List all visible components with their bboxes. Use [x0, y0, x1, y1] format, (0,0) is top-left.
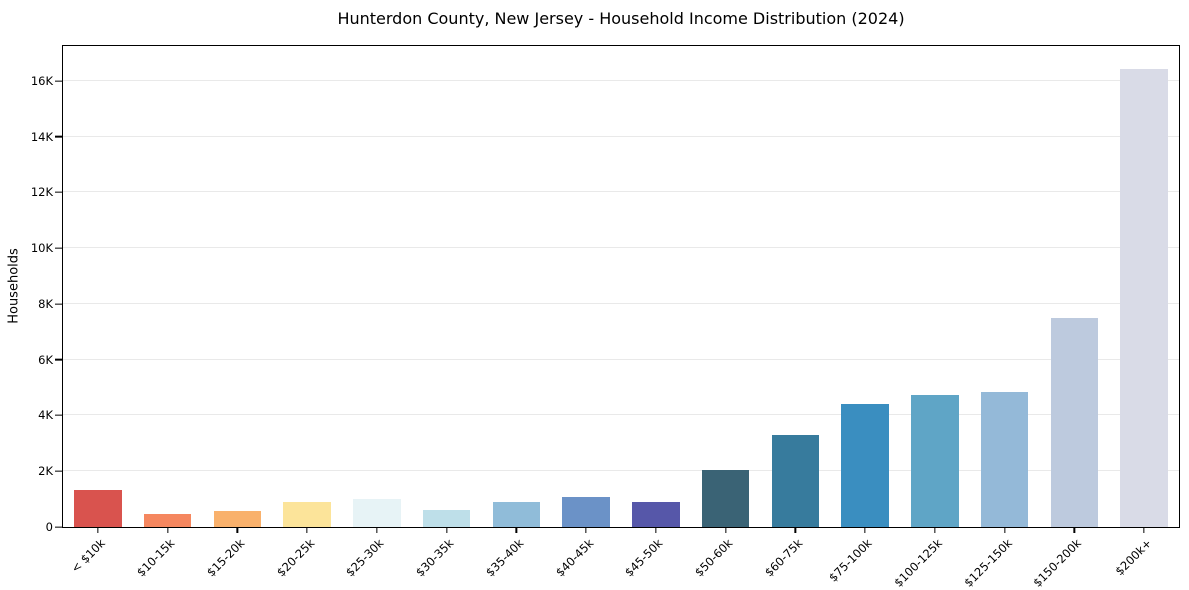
y-tick-mark — [54, 191, 62, 194]
x-tick-label: $150-200k — [1030, 536, 1085, 590]
y-axis-label: Households — [6, 248, 22, 324]
y-tick-label: 12K — [30, 185, 53, 200]
bar-slot — [761, 46, 831, 527]
y-tick-mark — [54, 135, 62, 138]
gridline — [63, 79, 1179, 81]
y-tick-mark — [54, 247, 62, 249]
bar-slot — [63, 46, 133, 527]
x-tick-label: $60-75k — [761, 536, 806, 580]
x-tick-label: $40-45k — [552, 536, 597, 580]
bar-slot — [482, 46, 552, 527]
grid-layer — [63, 46, 1179, 527]
x-tick-mark — [1143, 527, 1145, 533]
x-axis-ticks: < $10k $10-15k $15-20k $20-25k $25-30k $30-35… — [63, 46, 1179, 590]
x-tick-mark — [515, 527, 518, 533]
bar-$200k+ — [1120, 68, 1168, 527]
bar-$15-20k — [213, 511, 262, 527]
y-tick-mark — [54, 414, 62, 417]
bar-$100-125k — [911, 394, 959, 527]
x-tick-mark — [97, 527, 99, 533]
x-tick-label: $75-100k — [826, 536, 876, 585]
x-tick-mark — [376, 527, 378, 533]
x-tick-label: $100-125k — [891, 536, 945, 590]
bars-layer — [63, 46, 1179, 527]
bar-slot — [412, 46, 482, 527]
bar-slot — [1109, 46, 1179, 527]
x-tick-label: $30-35k — [413, 536, 457, 580]
bar-$50-60k — [701, 470, 750, 527]
x-tick-label: $50-60k — [692, 536, 736, 580]
x-tick-mark — [1073, 527, 1076, 533]
chart-title: Hunterdon County, New Jersey - Household… — [337, 9, 905, 28]
bar-$60-75k — [771, 434, 820, 527]
gridline — [63, 414, 1179, 416]
y-tick-label: 8K — [38, 296, 53, 311]
bar-slot — [342, 46, 412, 527]
y-tick-label: 14K — [30, 129, 53, 144]
y-tick-label: 6K — [38, 352, 53, 367]
bar-slot — [272, 46, 342, 527]
plot-area: 0 2K 4K 6K 8K 10K 12K 14K 16K < $10k $10-15k $15-2… — [31, 45, 1180, 590]
y-tick-label: 4K — [38, 408, 53, 423]
gridline — [63, 302, 1179, 304]
x-tick-label: $45-50k — [622, 536, 666, 580]
x-tick-mark — [445, 527, 448, 533]
y-tick-mark — [54, 359, 62, 361]
bar-slot — [621, 46, 691, 527]
bar-slot — [900, 46, 970, 527]
bar-slot — [1040, 46, 1110, 527]
bar-$75-100k — [841, 403, 889, 527]
x-tick-label: $125-150k — [960, 536, 1015, 590]
y-tick-mark — [54, 303, 62, 305]
bar-slot — [970, 46, 1040, 527]
bar-slot — [691, 46, 761, 527]
bar-$35-40k — [492, 502, 541, 527]
bar-$45-50k — [632, 502, 680, 527]
gridline — [63, 470, 1179, 472]
x-tick-mark — [585, 527, 587, 533]
x-tick-mark — [306, 527, 308, 533]
x-tick-mark — [934, 527, 936, 533]
x-tick-mark — [724, 527, 727, 533]
x-tick-label: $200k+ — [1111, 536, 1155, 579]
bar-slot — [830, 46, 900, 527]
bar-$150-200k — [1050, 317, 1099, 527]
y-tick-label: 16K — [30, 73, 53, 88]
y-tick-label: 10K — [30, 241, 53, 256]
bar-$10-15k — [143, 513, 192, 527]
gridline — [63, 135, 1179, 137]
bar-$25-30k — [353, 498, 401, 527]
y-tick-mark — [54, 526, 62, 528]
x-tick-mark — [236, 527, 239, 533]
bar-$20-25k — [283, 501, 331, 527]
y-tick-mark — [54, 470, 62, 472]
bar-$40-45k — [562, 497, 610, 527]
x-tick-label: $20-25k — [273, 536, 318, 580]
x-tick-mark — [166, 527, 169, 533]
y-tick-mark — [54, 80, 62, 82]
x-tick-mark — [864, 527, 866, 533]
y-tick-label: 0 — [45, 520, 53, 534]
x-tick-mark — [1003, 527, 1006, 533]
gridline — [63, 247, 1179, 249]
x-tick-label: $35-40k — [482, 536, 527, 580]
x-tick-label: $25-30k — [343, 536, 387, 580]
y-axis-ticks: 0 2K 4K 6K 8K 10K 12K 14K 16K — [31, 46, 1179, 534]
bar-< $10k — [74, 489, 122, 527]
bar-slot — [203, 46, 273, 527]
x-tick-mark — [655, 527, 657, 533]
bar-slot — [133, 46, 203, 527]
x-tick-label: $10-15k — [134, 536, 178, 580]
x-tick-label: $15-20k — [203, 536, 248, 580]
bar-$125-150k — [980, 392, 1029, 527]
gridline — [63, 358, 1179, 360]
bar-slot — [551, 46, 621, 527]
gridline — [63, 191, 1179, 193]
x-tick-label: < $10k — [68, 536, 108, 576]
x-tick-mark — [794, 527, 797, 533]
y-tick-label: 2K — [38, 464, 53, 479]
bar-$30-35k — [422, 510, 471, 527]
